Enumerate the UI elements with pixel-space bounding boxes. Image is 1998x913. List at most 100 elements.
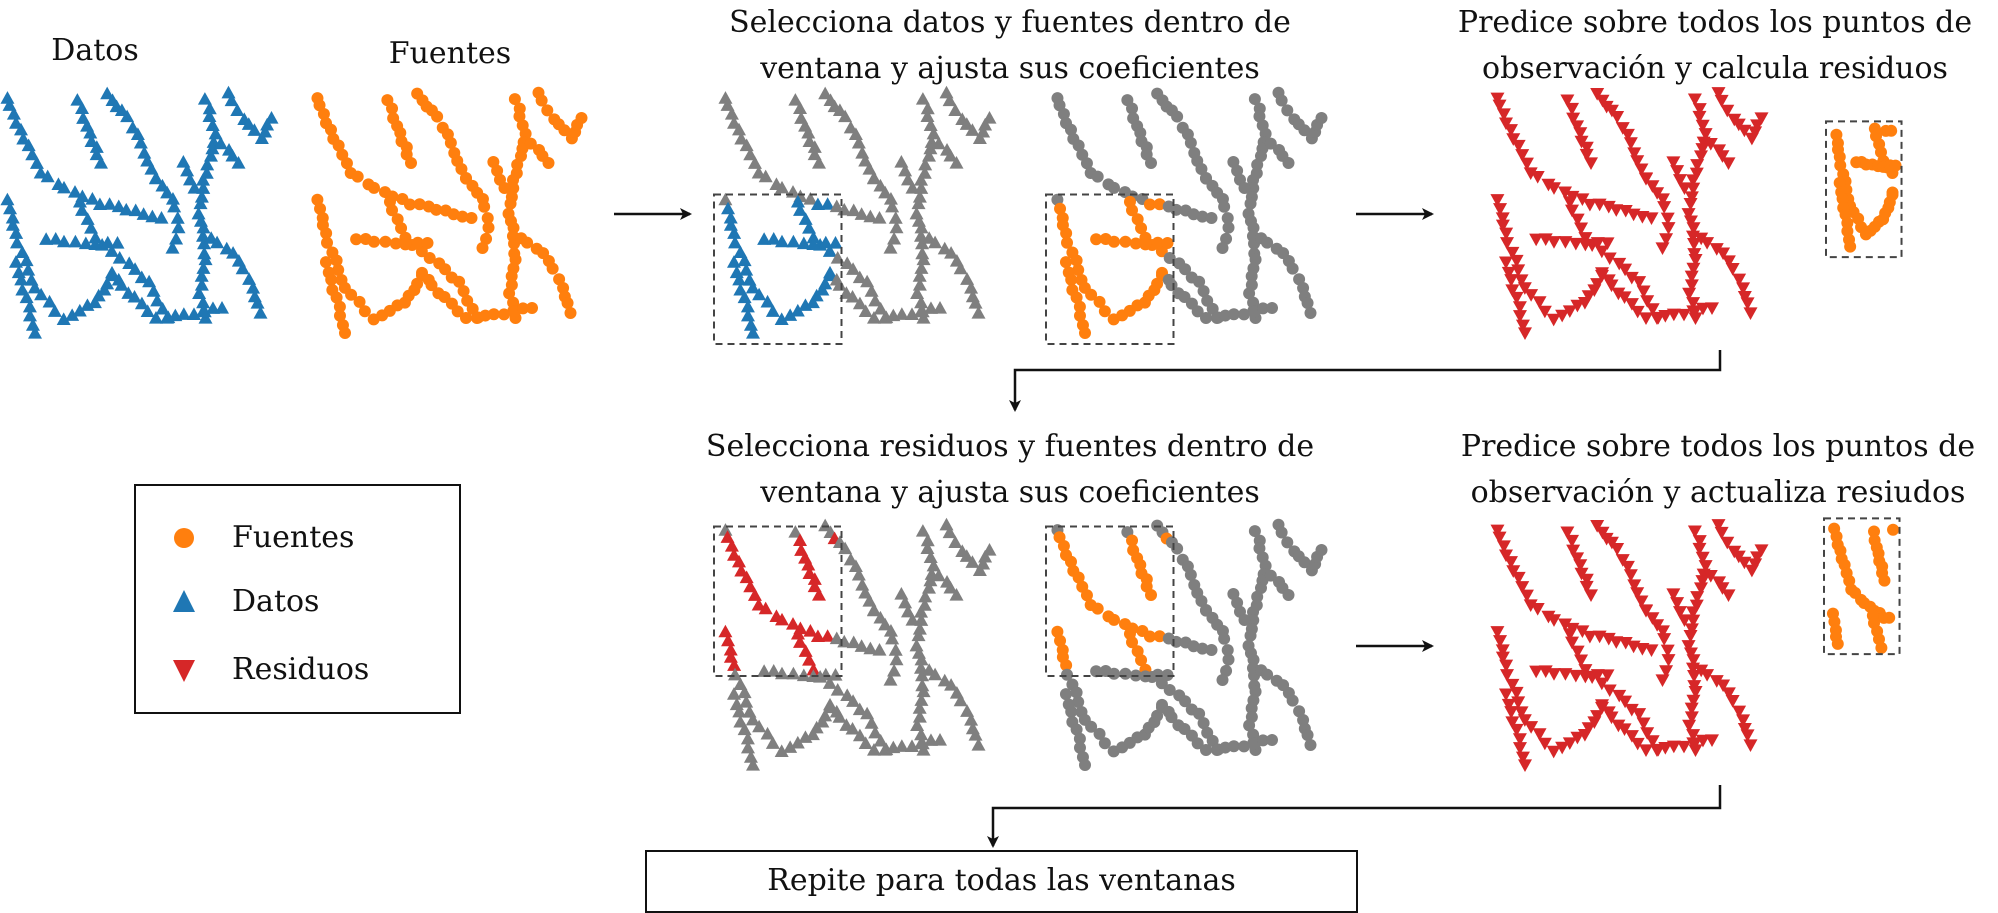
panel-fuentes-point	[350, 233, 363, 246]
panel-step2-residuos-point	[1670, 165, 1685, 178]
panel-step3-fuentes-point	[1079, 759, 1091, 771]
panel-datos-point	[219, 241, 234, 255]
panel-datos-point	[2, 98, 17, 111]
panel-step2-fuentes-window	[1825, 120, 1903, 259]
panel-step1-datos-point	[883, 191, 898, 205]
panel-step2-residuos-point	[1732, 273, 1747, 287]
panel-step2-residuos-point	[1594, 245, 1609, 259]
panel-step3-datos-point	[805, 727, 820, 741]
panel-step1-datos-point	[805, 295, 820, 309]
panel-step4-fuentes-window-point	[1883, 611, 1896, 624]
panel-step2-residuos-point	[1711, 87, 1726, 100]
panel-step2-residuos-point	[1703, 138, 1718, 151]
panel-datos-point	[146, 284, 161, 297]
panel-step3-fuentes-point	[1057, 540, 1070, 553]
panel-step4-residuos-point	[1515, 581, 1530, 594]
panel-datos-point	[22, 299, 37, 313]
panel-step2-residuos-point	[1546, 236, 1561, 249]
panel-step3-datos-point	[894, 739, 909, 752]
panel-step3-fuentes-point	[1238, 614, 1251, 626]
panel-step2-residuos-point	[1684, 270, 1699, 284]
panel-step1-fuentes-point	[1135, 222, 1148, 235]
panel-datos-point	[40, 169, 55, 183]
panel-fuentes-point	[478, 200, 491, 213]
panel-step3-fuentes	[1045, 518, 1328, 771]
panel-step2-residuos-point	[1509, 254, 1524, 268]
panel-step3-fuentes-point	[1220, 664, 1233, 677]
panel-step1-datos-point	[828, 236, 843, 249]
panel-step4-residuos-point	[1523, 599, 1538, 612]
panel-step3-fuentes-point	[1247, 728, 1260, 741]
panel-step4-residuos-point	[1714, 526, 1729, 540]
panel-step4-residuos-point	[1659, 665, 1674, 678]
panel-step3-datos-point	[868, 725, 883, 739]
panel-step4-residuos-point	[1686, 694, 1701, 708]
panel-step1-fuentes-point	[1090, 233, 1103, 246]
panel-fuentes-point	[516, 302, 529, 315]
panel-step3-fuentes-point	[1200, 744, 1212, 756]
panel-fuentes-point	[465, 212, 478, 224]
panel-step4-fuentes-window	[1823, 517, 1901, 656]
panel-step3-datos-point	[793, 533, 808, 547]
panel-step1-fuentes-point	[1286, 262, 1299, 275]
panel-step3-datos-point	[774, 612, 789, 626]
panel-datos-point	[27, 280, 42, 294]
panel-step3-fuentes-point	[1256, 734, 1269, 747]
panel-step2-residuos-point	[1509, 291, 1524, 305]
panel-fuentes-point	[505, 270, 518, 283]
panel-fuentes-point	[330, 254, 343, 267]
panel-step2-residuos-point	[1558, 186, 1573, 200]
panel-step1-datos-point	[894, 154, 909, 168]
panel-step4-residuos-point	[1498, 688, 1513, 702]
panel-step1-datos-point	[862, 162, 877, 175]
panel-fuentes-point	[460, 312, 472, 324]
panel-step1-fuentes-point	[1247, 182, 1260, 195]
panel-step2-residuos-point	[1645, 303, 1660, 316]
panel-step1-fuentes-point	[1070, 291, 1083, 304]
panel-fuentes-point	[324, 123, 337, 136]
panel-datos-point	[194, 277, 209, 291]
panel-step3-datos-point	[810, 629, 825, 643]
panel-step4-residuos-point	[1737, 556, 1752, 570]
panel-step2-residuos-point	[1672, 174, 1687, 187]
panel-step2-residuos-point	[1624, 298, 1639, 311]
panel-step4-residuos-point	[1638, 605, 1653, 618]
panel-step3-datos-point	[916, 684, 931, 698]
panel-step2-residuos-point	[1505, 246, 1520, 260]
panel-step4-residuos-point	[1661, 654, 1676, 667]
panel-datos-point	[221, 85, 236, 99]
panel-step3-datos-point	[727, 658, 742, 671]
panel-datos-point	[215, 301, 229, 314]
panel-step4-residuos-point	[1501, 698, 1516, 712]
panel-step2-residuos-point	[1546, 182, 1561, 195]
triangle-down-marker-icon	[173, 660, 195, 682]
panel-step2-residuos-point	[1499, 117, 1514, 131]
panel-step2-residuos-point	[1570, 213, 1585, 227]
legend-item-fuentes: Fuentes	[136, 518, 459, 558]
panel-step3-fuentes-point	[1286, 694, 1299, 707]
panel-step4-residuos-point	[1686, 654, 1701, 667]
panel-step4-residuos-point	[1684, 702, 1699, 716]
panel-datos-point	[39, 232, 54, 245]
panel-fuentes-point	[431, 110, 444, 123]
panel-step1-datos-point	[889, 220, 904, 234]
panel-fuentes-point	[411, 236, 424, 249]
panel-step3-fuentes-point	[1221, 644, 1234, 657]
panel-step3-datos-point	[728, 667, 743, 681]
panel-step3-fuentes-point	[1304, 739, 1317, 751]
panel-step2-residuos-point	[1655, 193, 1670, 206]
panel-step1-fuentes-point	[1165, 279, 1178, 292]
panel-step3-datos-point	[858, 736, 873, 750]
panel-step3-datos-point	[766, 664, 781, 677]
panel-step3-datos-point	[873, 733, 888, 747]
panel-step2-residuos-point	[1501, 266, 1516, 280]
panel-step3-datos-point	[751, 597, 766, 611]
panel-datos-point	[56, 234, 71, 248]
panel-step3-datos-point	[718, 523, 733, 536]
panel-step1-datos-point	[912, 277, 927, 291]
panel-step4-residuos-point	[1690, 591, 1705, 604]
panel-step2-residuos-point	[1754, 112, 1769, 125]
panel-step3-fuentes-window	[1045, 525, 1175, 677]
panel-step2-residuos-point	[1692, 110, 1707, 124]
panel-step3-fuentes-point	[1237, 740, 1250, 753]
